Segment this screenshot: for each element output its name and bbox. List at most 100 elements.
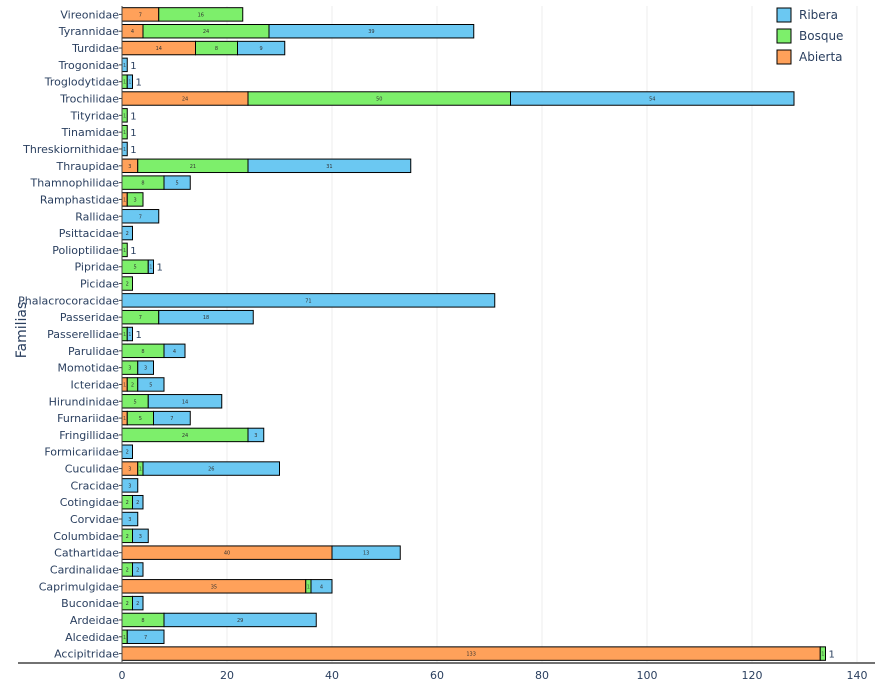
bar-value-label: 1 [123, 63, 126, 69]
y-tick-label: Trogonidae [58, 59, 120, 72]
grid [121, 6, 858, 662]
legend-label-bosque[interactable]: Bosque [799, 29, 843, 43]
bar-ribera [132, 562, 144, 577]
bar-value-label: 31 [326, 164, 332, 170]
bar-value-label: 3 [139, 534, 142, 540]
bar-value-label: 1 [149, 265, 152, 271]
y-tick-label: Tyrannidae [58, 25, 120, 38]
bar-value-label: 1 [139, 467, 142, 473]
bar-value-label: 16 [198, 12, 204, 18]
bar-value-label: 2 [136, 567, 139, 573]
y-tick-label: Polioptilidae [52, 244, 119, 257]
y-tick-label: Cuculidae [65, 463, 120, 476]
legend-swatch-abierta[interactable] [776, 49, 792, 65]
bar-value-label: 5 [176, 181, 179, 187]
bar-value-label: 7 [170, 416, 173, 422]
bar-value-label: 50 [376, 97, 382, 103]
y-tick-label: Momotidae [57, 362, 119, 375]
bar-value-label: 1 [821, 652, 824, 658]
bar-value-label: 2 [126, 601, 129, 607]
bar-value-label: 35 [211, 584, 217, 590]
bar-value-label: 1 [123, 197, 126, 203]
bar-bosque [158, 7, 244, 22]
bar-value-label: 1 [123, 332, 126, 338]
legend-label-abierta[interactable]: Abierta [799, 50, 843, 64]
bar-value-label: 5 [149, 382, 152, 388]
bar-value-label: 13 [363, 551, 369, 557]
bar-ribera [132, 595, 144, 611]
legend-label-ribera[interactable]: Ribera [799, 8, 838, 22]
bar-ribera [137, 377, 165, 392]
outside-label: 1 [136, 330, 142, 341]
x-tick-label: 140 [847, 669, 868, 682]
x-axis: 0 20 40 60 80 100 120 140 [18, 662, 875, 682]
outside-label: 1 [130, 111, 136, 122]
bar-value-label: 3 [128, 164, 131, 170]
bar-ribera [163, 612, 317, 628]
bar-value-label: 3 [128, 517, 131, 523]
bar-ribera [132, 494, 144, 510]
bar-ribera [126, 326, 133, 342]
bar-value-label: 18 [203, 315, 209, 321]
bar-value-label: 5 [134, 265, 137, 271]
bar-value-label: 24 [182, 433, 188, 439]
bar-ribera [163, 175, 191, 190]
x-tick-label: 100 [637, 669, 658, 682]
bar-value-label: 3 [254, 433, 257, 439]
y-tick-label: Trochilidae [59, 93, 119, 106]
bar-value-label: 4 [173, 349, 176, 355]
bar-ribera [158, 309, 254, 325]
y-tick-label: Fringillidae [59, 429, 119, 442]
y-tick-label: Thamnophilidae [30, 177, 120, 190]
y-tick-label: Phalacrocoracidae [18, 294, 119, 307]
bar-ribera [147, 259, 154, 274]
y-tick-label: Cathartidae [54, 547, 119, 560]
y-axis: Vireonidae Tyrannidae Turdidae Trogonidae Tr… [18, 6, 123, 662]
bar-ribera [132, 528, 149, 544]
legend-swatch-ribera[interactable] [776, 7, 792, 23]
bar-value-label: 7 [144, 635, 147, 641]
bar-value-label: 2 [126, 450, 129, 456]
y-tick-label: Columbidae [53, 530, 119, 543]
bar-ribera [137, 360, 154, 375]
bar-value-label: 5 [134, 399, 137, 405]
outside-label: 1 [157, 263, 163, 274]
bar-value-label: 1 [123, 147, 126, 153]
bar-ribera [268, 24, 475, 39]
bar-value-label: 8 [141, 618, 144, 624]
bar-ribera [142, 461, 280, 476]
y-tick-label: Accipitridae [54, 648, 119, 661]
y-tick-label: Threskiornithidae [22, 143, 119, 156]
bar-value-label: 4 [131, 29, 134, 35]
bar-value-label: 2 [131, 382, 134, 388]
y-tick-label: Ramphastidae [40, 193, 119, 206]
bar-value-label: 7 [139, 214, 142, 220]
bar-ribera [153, 410, 191, 426]
bar-ribera [126, 74, 133, 89]
bar-ribera [247, 427, 265, 443]
y-tick-label: Pipridae [75, 261, 120, 274]
y-tick-label: Turdidae [71, 42, 119, 55]
bar-value-label: 7 [139, 12, 142, 18]
bar-value-label: 1 [123, 382, 126, 388]
legend[interactable]: Ribera Bosque Abierta [776, 7, 843, 65]
bar-bosque [819, 646, 826, 661]
bar-value-label: 1 [123, 416, 126, 422]
y-tick-label: Cotingidae [60, 496, 120, 509]
y-tick-label: Psittacidae [59, 227, 119, 240]
bar-value-label: 24 [182, 97, 188, 103]
bar-value-label: 3 [134, 197, 137, 203]
bar-value-label: 3 [128, 366, 131, 372]
x-tick-label: 0 [119, 669, 126, 682]
bar-value-label: 1 [123, 635, 126, 641]
bars [121, 7, 826, 661]
bar-value-label: 1 [128, 80, 131, 86]
legend-swatch-bosque[interactable] [776, 28, 792, 44]
y-tick-label: Cracidae [70, 479, 119, 492]
y-tick-label: Corvidae [70, 513, 119, 526]
bar-value-label: 39 [368, 29, 374, 35]
bar-value-label: 8 [141, 181, 144, 187]
